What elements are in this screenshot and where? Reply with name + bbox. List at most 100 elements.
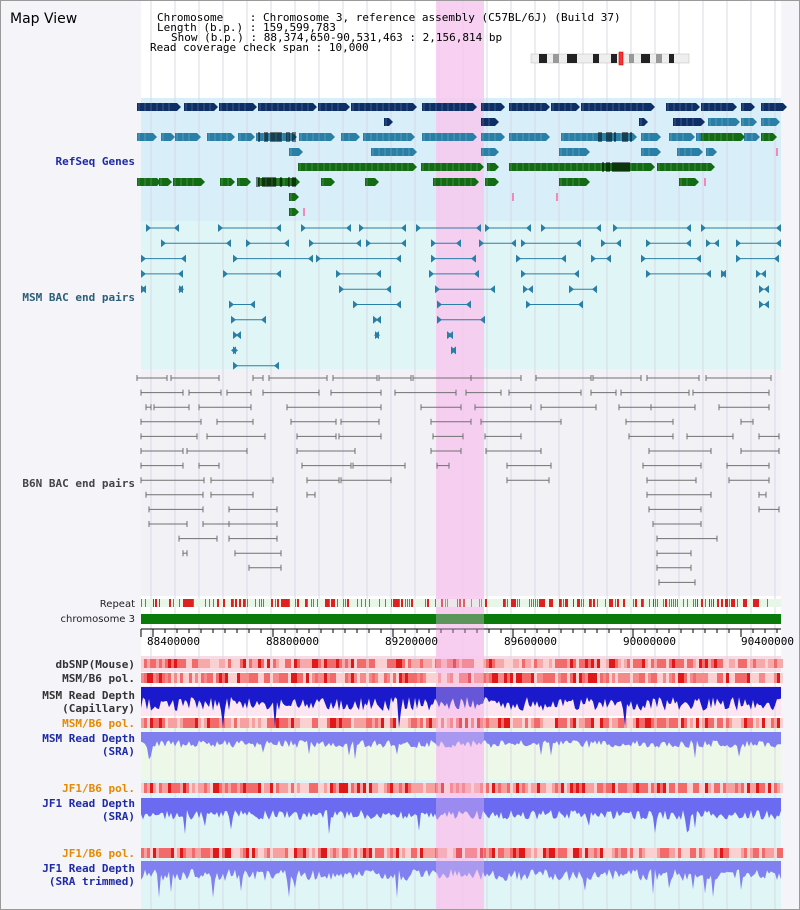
dbsnp-heat-cell (318, 659, 321, 668)
gene-arrow (495, 163, 499, 171)
gene-feature (137, 103, 177, 111)
dbsnp-heat-cell (615, 659, 618, 668)
gene-arrow (413, 163, 417, 171)
msm-b6-pol-heat-cell (561, 718, 564, 728)
span-value: 10,000 (328, 41, 369, 54)
jf1-b6-pol-heat-cell (294, 848, 297, 858)
repeat-feature (393, 599, 395, 607)
msm-b6-pol-heat-cell (204, 718, 207, 728)
gene-feature (679, 178, 695, 186)
msm-b6-pol-heat-cell (456, 673, 459, 683)
dbsnp-heat-cell (759, 659, 762, 668)
jf1-b6-pol-heat-cell (324, 848, 327, 858)
msm-b6-pol-heat-cell (267, 718, 270, 728)
repeat-feature (405, 599, 406, 607)
msm-bac-end (764, 285, 769, 294)
jf1-b6-pol-heat-cell (396, 848, 399, 858)
msm-b6-pol-heat-cell (444, 673, 447, 683)
repeat-feature (379, 599, 380, 607)
msm-b6-pol-heat-cell (333, 718, 336, 728)
jf1-b6-pol-heat-cell (156, 783, 159, 793)
msm-bac-end (376, 269, 381, 278)
msm-b6-pol-heat-cell (369, 718, 372, 728)
jf1-b6-pol-heat-cell (189, 848, 192, 858)
msm-b6-pol-heat-cell (720, 673, 723, 683)
msm-b6-pol-heat-cell (420, 718, 423, 728)
track-label-msm-bac[interactable]: MSM BAC end pairs (22, 291, 135, 304)
jf1-b6-pol-heat-cell (672, 783, 675, 793)
dbsnp-heat-cell (588, 659, 591, 668)
msm-b6-pol-heat-cell (468, 718, 471, 728)
gene-arrow (773, 133, 777, 141)
msm-b6-pol-heat-cell (501, 673, 504, 683)
jf1-b6-pol-heat-cell (534, 783, 537, 793)
msm-b6-pol-heat-cell (396, 673, 399, 683)
gene-feature (175, 133, 197, 141)
msm-b6-pol-heat-cell (756, 718, 759, 728)
dbsnp-heat-cell (273, 659, 276, 668)
dbsnp-heat-cell (177, 659, 180, 668)
msm-b6-pol-heat-cell (561, 673, 564, 683)
msm-bac-end (346, 224, 351, 232)
jf1-b6-pol-heat-cell (600, 848, 603, 858)
repeat-feature (217, 599, 219, 607)
msm-b6-pol-heat-cell (765, 718, 768, 728)
jf1-b6-pol-heat-cell (417, 783, 420, 793)
dbsnp-heat-cell (501, 659, 504, 668)
axis-tick-label: 89600000 (504, 635, 557, 648)
track-label-b6n-bac[interactable]: B6N BAC end pairs (22, 477, 135, 490)
dbsnp-heat-cell (471, 659, 474, 668)
jf1-b6-pol-heat-cell (204, 783, 207, 793)
dbsnp-heat-cell (594, 659, 597, 668)
msm-b6-pol-heat-cell (390, 718, 393, 728)
msm-b6-pol-heat-cell (762, 718, 765, 728)
repeat-feature (441, 599, 443, 607)
jf1-b6-pol-heat-cell (465, 783, 468, 793)
gene-arrow (495, 118, 499, 126)
repeat-feature (347, 599, 349, 607)
jf1-b6-pol-heat-cell (651, 783, 654, 793)
dbsnp-heat-cell (756, 659, 759, 668)
msm-b6-pol-heat-cell (717, 673, 720, 683)
jf1-b6-pol-heat-cell (519, 783, 522, 793)
gene-feature (669, 133, 691, 141)
jf1-b6-pol-heat-cell (555, 848, 558, 858)
msm-b6-pol-heat-cell (564, 718, 567, 728)
gene-feature (561, 133, 606, 141)
repeat-feature (275, 599, 276, 607)
dbsnp-heat-cell (603, 659, 606, 668)
msm-b6-pol-heat-cell (351, 718, 354, 728)
repeat-feature (325, 599, 327, 607)
repeat-feature (611, 599, 613, 607)
msm-b6-pol-heat-cell (531, 673, 534, 683)
jf1-b6-pol-heat-cell (624, 783, 627, 793)
msm-b6-pol-heat-cell (612, 718, 615, 728)
track-label-jf1-b6-pol-2: JF1/B6 pol. (62, 847, 135, 860)
msm-b6-pol-heat-cell (711, 718, 714, 728)
dbsnp-heat-cell (312, 659, 315, 668)
repeat-feature (605, 599, 606, 607)
jf1-b6-pol-heat-cell (312, 848, 315, 858)
gene-feature (220, 178, 231, 186)
jf1-b6-pol-heat-cell (180, 848, 183, 858)
msm-b6-pol-heat-cell (384, 718, 387, 728)
msm-bac-end (541, 224, 546, 232)
msm-b6-pol-heat-cell (324, 673, 327, 683)
track-label-refseq[interactable]: RefSeq Genes (55, 155, 135, 168)
jf1-b6-pol-heat-cell (774, 783, 777, 793)
msm-b6-pol-heat-cell (540, 673, 543, 683)
msm-b6-pol-heat-cell (339, 673, 342, 683)
repeat-feature (677, 599, 678, 607)
jf1-b6-pol-heat-cell (399, 848, 402, 858)
jf1-b6-pol-heat-cell (501, 783, 504, 793)
msm-b6-pol-heat-cell (159, 673, 162, 683)
jf1-b6-pol-heat-cell (357, 783, 360, 793)
msm-b6-pol-heat-cell (591, 673, 594, 683)
msm-bac-end (696, 254, 701, 263)
msm-bac-end (526, 300, 531, 309)
dbsnp-heat-cell (219, 659, 222, 668)
jf1-b6-pol-heat-cell (636, 848, 639, 858)
msm-bac-end (308, 254, 313, 263)
jf1-b6-pol-heat-cell (372, 783, 375, 793)
